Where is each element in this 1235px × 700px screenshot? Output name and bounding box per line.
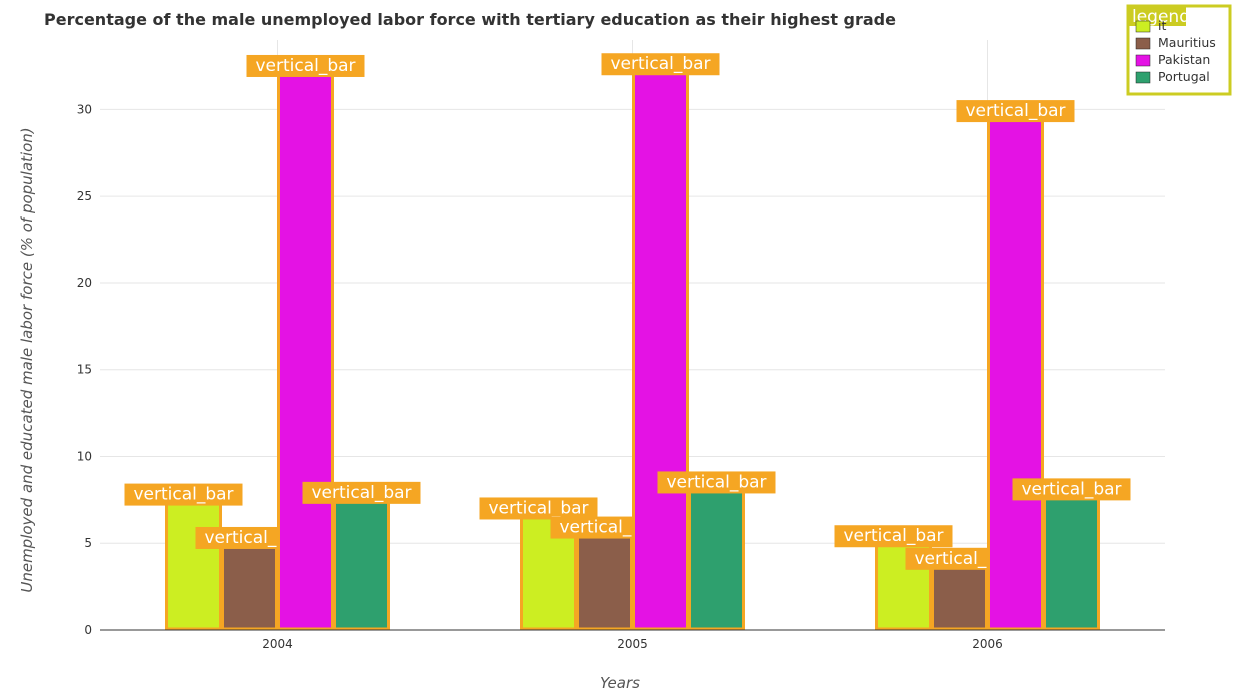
y-tick-label: 10 (77, 449, 92, 463)
bar-annotation-label: vertical_bar (255, 56, 355, 76)
bar-portugal (333, 499, 390, 631)
bar-annotation-label-bg (601, 53, 720, 76)
bar-mauritius (931, 565, 988, 631)
bar-mauritius (221, 544, 278, 631)
bar-annotation-label-bg (657, 471, 776, 494)
y-tick-label: 30 (77, 102, 92, 116)
x-axis-label: Years (600, 674, 640, 692)
legend-label-portugal: Portugal (1158, 69, 1210, 84)
bar-annotation-label: vertical_bar (965, 101, 1065, 121)
bar-portugal (688, 489, 745, 631)
chart-title: Percentage of the male unemployed labor … (44, 10, 896, 29)
bar-annotation-label: vertical_bar (133, 485, 233, 505)
bar-annotation-label-bg (1012, 478, 1131, 501)
y-axis-label: Unemployed and educated male labor force… (18, 127, 36, 592)
bar-annotation-label-bg (246, 54, 365, 77)
bar-pakistan (277, 72, 334, 631)
y-tick-label: 25 (77, 189, 92, 203)
bar-annotation-label: vertical_bar (488, 498, 588, 518)
legend-swatch-pakistan (1135, 54, 1151, 67)
bar-mauritius (576, 534, 633, 631)
bar-annotation-label-bg (834, 525, 953, 548)
bar-pakistan (987, 117, 1044, 631)
y-tick-label: 15 (77, 363, 92, 377)
x-tick-label: 2005 (617, 637, 648, 651)
x-tick-label: 2006 (972, 637, 1003, 651)
bar-annotation-label: vertical_bar (311, 483, 411, 503)
legend-label-pakistan: Pakistan (1158, 52, 1210, 67)
bar-portugal (1043, 496, 1100, 631)
legend-swatch-portugal (1135, 71, 1151, 84)
bar-annotation-label: vertical_bar (610, 54, 710, 74)
x-tick-label: 2004 (262, 637, 293, 651)
bar-pakistan (632, 70, 689, 631)
legend-label-mauritius: Mauritius (1158, 35, 1216, 50)
y-tick-label: 20 (77, 276, 92, 290)
bar-annotation-label: vertical_bar (1021, 479, 1121, 499)
y-tick-label: 0 (84, 623, 92, 637)
plot-area: 051015202530vertical_barvertical_barvert… (77, 40, 1165, 651)
bar-annotation-label-bg (124, 483, 243, 506)
bar-annotation-label: vertical_bar (666, 472, 766, 492)
legend-swatch-kuwait (1135, 20, 1151, 33)
bar-annotation-label-bg (956, 100, 1075, 123)
bar-annotation-label: vertical_bar (843, 526, 943, 546)
y-tick-label: 5 (84, 536, 92, 550)
bar-kuwait (165, 501, 222, 631)
legend-swatch-mauritius (1135, 37, 1151, 50)
bar-annotation-label-bg (479, 497, 598, 520)
legend-label-kuwait: it (1158, 18, 1166, 33)
bar-annotation-label-bg (302, 481, 421, 504)
